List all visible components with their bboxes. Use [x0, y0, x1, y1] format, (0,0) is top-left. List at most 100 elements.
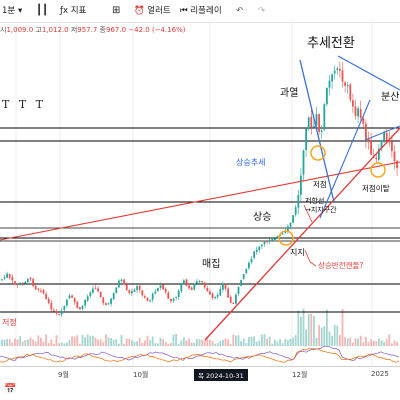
volume-bar: [333, 325, 336, 346]
candle-body: [11, 277, 14, 281]
label-uptrend: 상승추세: [236, 157, 265, 167]
candle-body: [240, 279, 242, 286]
candle-body: [271, 239, 274, 241]
candle-body: [203, 282, 206, 288]
candle-body: [29, 277, 32, 280]
candle-body: [326, 87, 328, 105]
volume-bar: [393, 340, 396, 346]
candle-body: [180, 283, 183, 292]
annotation-text: 추세전환 과열 분산 상승추세 저점 저점이탈 저항선 →지지구간 상승 지지 매…: [2, 36, 399, 327]
red-support-line[interactable]: [0, 161, 400, 241]
candle-body: [146, 297, 149, 301]
candle-body: [201, 281, 203, 283]
candle-body: [388, 140, 391, 143]
calendar-icon[interactable]: 📅: [4, 384, 17, 395]
candle-body: [167, 292, 170, 299]
volume-bar: [154, 343, 157, 346]
volume-bar: [79, 343, 81, 346]
volume-bar: [370, 339, 372, 346]
candle-body: [297, 195, 300, 208]
label-support: 지지: [290, 248, 305, 257]
label-overheat: 과열: [280, 87, 298, 99]
candle-body: [315, 114, 318, 126]
volume-bar: [271, 343, 274, 346]
candle-body: [81, 305, 84, 309]
volume-bar: [229, 344, 232, 346]
candle-body: [307, 117, 310, 129]
volume-bar: [211, 340, 214, 346]
volume-bar: [372, 340, 375, 346]
text-tool-icons[interactable]: T T T: [2, 98, 46, 111]
volume-bar: [1, 339, 3, 346]
volume-bar: [175, 334, 177, 346]
volume-bar: [344, 337, 346, 346]
volume-bar: [396, 341, 398, 346]
candle-body: [209, 291, 211, 295]
blue-overheat-line-1[interactable]: [299, 59, 335, 203]
candle-body: [76, 301, 79, 309]
ohlc-open: 1,009.0: [6, 26, 34, 34]
undo-icon[interactable]: ↶: [236, 6, 244, 16]
candle-style-icon[interactable]: ┃┃: [36, 5, 49, 16]
candle-body: [263, 241, 266, 245]
volume-bar: [92, 335, 94, 346]
indicators-button[interactable]: ƒx 지표: [60, 4, 86, 18]
volume-bar: [29, 337, 32, 346]
candle-body: [211, 293, 214, 298]
volume-bar: [300, 316, 302, 346]
candle-body: [289, 222, 292, 227]
candle-body: [177, 290, 180, 298]
redo-icon[interactable]: ↷: [258, 6, 266, 16]
candle-body: [172, 298, 175, 301]
candle-body: [141, 290, 144, 296]
candle-body: [261, 244, 263, 247]
candle-body: [16, 284, 19, 286]
templates-icon[interactable]: ⊞: [112, 5, 121, 16]
arrow-rising-reversal: [304, 249, 311, 263]
candle-body: [245, 269, 248, 274]
candle-body: [294, 207, 297, 215]
candle-body: [216, 294, 219, 297]
candle-body: [281, 233, 284, 235]
volume-bar: [42, 341, 45, 346]
volume-bar: [248, 337, 250, 346]
candle-body: [58, 314, 60, 316]
volume-bar: [138, 337, 141, 346]
volume-bar: [375, 341, 378, 346]
ohlc-close: 967.0: [106, 26, 127, 34]
candle-body: [1, 279, 3, 281]
marker-breakdown: [370, 162, 386, 178]
volume-bar: [37, 335, 40, 346]
volume-bar: [133, 341, 136, 346]
blue-overheat-line-2[interactable]: [319, 99, 371, 219]
blue-distribution-line[interactable]: [337, 55, 400, 91]
volume-bar: [128, 339, 131, 346]
candle-body: [162, 284, 164, 290]
volume-bar: [391, 343, 393, 346]
candle-body: [292, 215, 294, 223]
volume-bar: [383, 341, 385, 346]
volume-bar: [159, 337, 162, 346]
candle-body: [60, 310, 63, 315]
volume-bar: [279, 339, 281, 346]
volume-bar: [55, 335, 58, 346]
alert-button[interactable]: ⏰ 얼러트: [134, 4, 171, 18]
volume-bar: [110, 338, 112, 346]
price-chart[interactable]: 추세전환 과열 분산 상승추세 저점 저점이탈 저항선 →지지구간 상승 지지 매…: [0, 0, 400, 366]
candle-body: [164, 288, 167, 293]
candle-body: [37, 288, 40, 290]
trend-lines[interactable]: [0, 55, 400, 341]
blue-channel-line[interactable]: [364, 125, 400, 141]
candle-body: [380, 142, 383, 149]
candle-body: [40, 290, 42, 292]
horizontal-level-lines[interactable]: [0, 127, 400, 313]
volume-bar: [112, 339, 115, 346]
interval-select[interactable]: 1분 ▾: [2, 4, 22, 18]
candle-body: [125, 284, 128, 291]
red-uptrend-line[interactable]: [204, 127, 400, 341]
candle-body: [94, 287, 97, 289]
volume-bar: [149, 340, 151, 346]
candle-body: [253, 251, 255, 258]
replay-button[interactable]: ⏮ 리플레이: [180, 4, 222, 18]
candle-body: [190, 287, 193, 290]
